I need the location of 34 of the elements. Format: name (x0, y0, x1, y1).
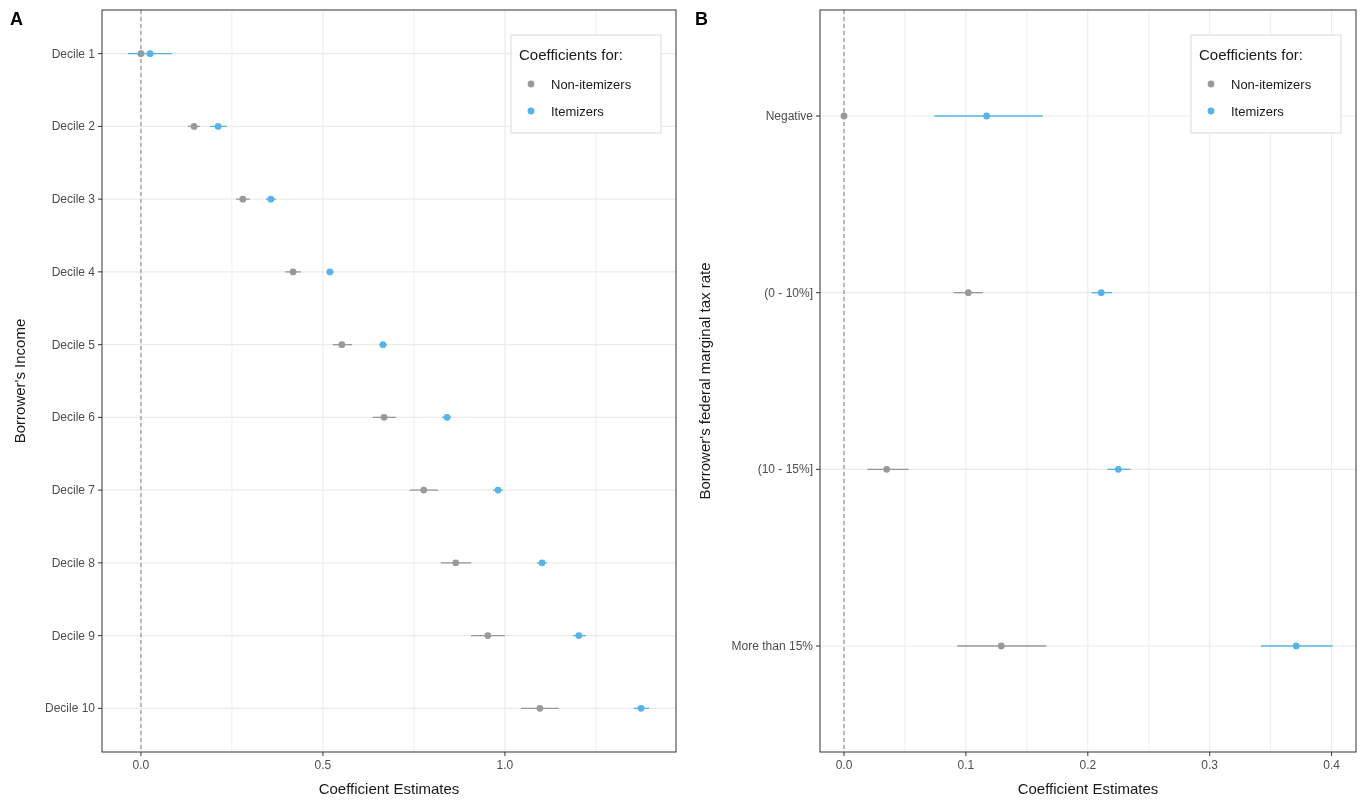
x-tick-label: 0.0 (132, 758, 150, 772)
y-tick-label: Decile 7 (51, 483, 96, 498)
x-tick-label: 0.5 (314, 758, 332, 772)
y-tick-label: Decile 4 (51, 264, 96, 279)
x-tick-label: 0.4 (1323, 758, 1341, 772)
y-tick-label: Decile 1 (51, 46, 96, 61)
x-tick-label: 0.1 (957, 758, 975, 772)
legend-label: Non-itemizers (1231, 77, 1312, 92)
y-tick-label: Decile 5 (51, 337, 96, 352)
y-tick-label: Decile 6 (51, 410, 96, 425)
legend-title: Coefficients for: (1199, 46, 1303, 63)
y-tick-label: (10 - 15%] (757, 462, 813, 477)
y-tick-label: (0 - 10%] (764, 285, 813, 300)
x-tick-label: 0.3 (1201, 758, 1219, 772)
y-tick-label: Decile 3 (51, 192, 96, 207)
legend-label: Itemizers (1231, 104, 1285, 119)
y-tick-label: Decile 2 (51, 119, 96, 134)
x-axis-title: Coefficient Estimates (1017, 780, 1159, 797)
y-tick-label: Decile 8 (51, 555, 96, 570)
x-tick-label: 1.0 (496, 758, 514, 772)
y-tick-label: Decile 10 (44, 701, 96, 716)
legend-label: Non-itemizers (551, 77, 632, 92)
y-tick-label: Decile 9 (51, 628, 96, 643)
chart-title: A (10, 9, 23, 29)
y-tick-label: More than 15% (731, 639, 814, 653)
legend-title: Coefficients for: (519, 46, 623, 63)
x-axis-title: Coefficient Estimates (318, 780, 460, 797)
chart-title: B (695, 9, 708, 29)
x-tick-label: 0.2 (1079, 758, 1097, 772)
legend-label: Itemizers (551, 104, 605, 119)
y-tick-label: Negative (765, 109, 814, 123)
y-axis-title: Borrower's Income (11, 318, 28, 444)
x-tick-label: 0.0 (835, 758, 853, 772)
y-axis-title: Borrower's federal marginal tax rate (696, 262, 713, 500)
